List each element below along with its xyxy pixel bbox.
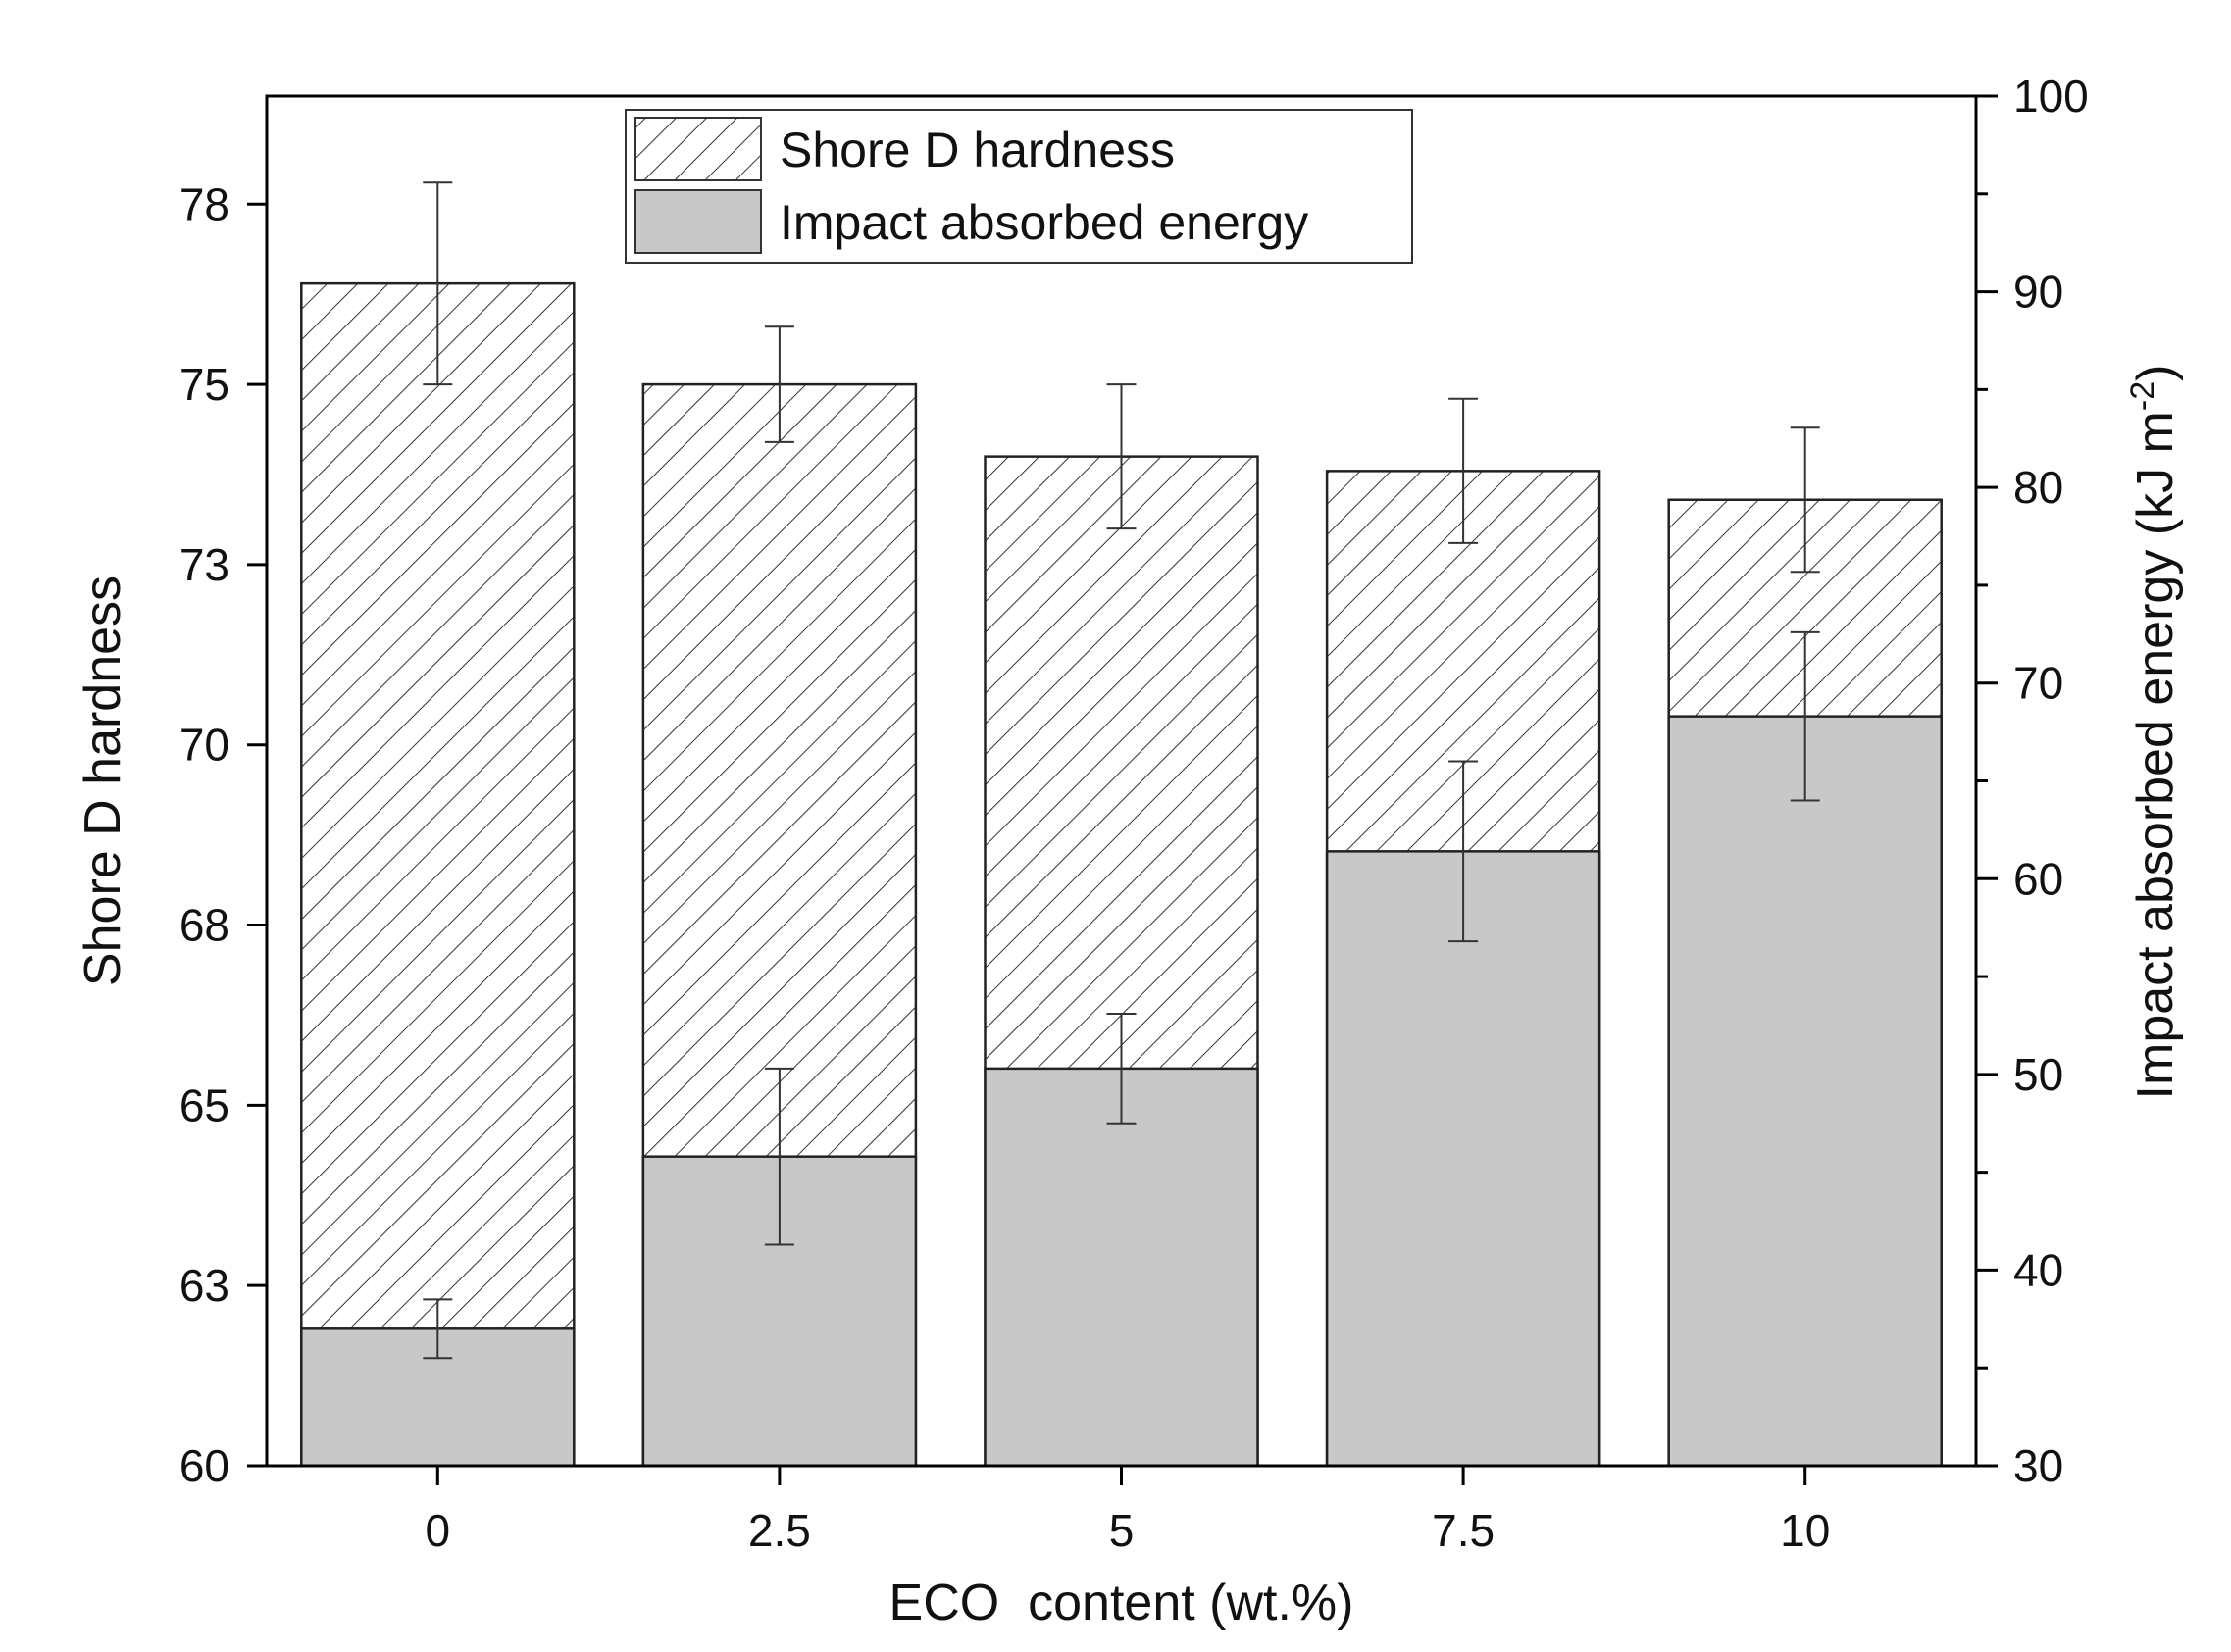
left-tick-label-3: 68 [179, 900, 229, 951]
x-tick-label-0: 0 [426, 1505, 451, 1556]
left-tick-label-7: 78 [179, 178, 229, 229]
left-axis-title: Shore D hardness [75, 576, 131, 986]
right-tick-label-3: 60 [2013, 853, 2063, 904]
energy-bar-2 [984, 1067, 1259, 1468]
left-tick-label-0: 60 [179, 1440, 229, 1491]
x-tick-label-4: 10 [1780, 1505, 1830, 1556]
left-tick-label-6: 75 [179, 359, 229, 410]
x-tick-label-3: 7.5 [1432, 1505, 1495, 1556]
right-tick-label-0: 30 [2013, 1440, 2063, 1491]
left-axis: 60 63 65 68 70 73 75 78 [179, 178, 267, 1491]
left-tick-label-2: 65 [179, 1079, 229, 1130]
right-tick-label-6: 90 [2013, 267, 2063, 318]
right-tick-label-4: 70 [2013, 658, 2063, 709]
energy-bar-3 [1325, 850, 1601, 1468]
legend: Shore D hardness Impact absorbed energy [625, 109, 1413, 264]
right-tick-label-7: 100 [2013, 71, 2089, 122]
left-tick-label-1: 63 [179, 1260, 229, 1311]
legend-swatch-energy [634, 189, 762, 254]
x-axis: 0 2.5 5 7.5 10 [426, 1466, 1830, 1556]
right-axis-title-main: Impact absorbed energy (kJ m [2127, 411, 2184, 1099]
error-bars [423, 181, 1820, 1360]
x-tick-label-2: 5 [1109, 1505, 1135, 1556]
hardness-bar-0 [300, 281, 576, 1468]
right-tick-label-1: 40 [2013, 1244, 2063, 1295]
left-tick-label-4: 70 [179, 720, 229, 771]
energy-bar-4 [1667, 715, 1943, 1468]
legend-label-hardness: Shore D hardness [780, 123, 1175, 177]
left-tick-label-5: 73 [179, 539, 229, 590]
x-axis-title: ECO content (wt.%) [889, 1575, 1354, 1631]
x-tick-label-1: 2.5 [748, 1505, 811, 1556]
right-axis: 30 40 50 60 70 80 90 100 [1976, 71, 2089, 1491]
right-axis-title-sup: -2 [2124, 381, 2161, 411]
right-axis-title: Impact absorbed energy (kJ m-2) [2124, 365, 2184, 1100]
right-axis-title-close: ) [2127, 365, 2184, 381]
right-tick-label-5: 80 [2013, 462, 2063, 513]
legend-swatch-hardness [634, 117, 762, 181]
right-tick-label-2: 50 [2013, 1049, 2063, 1100]
legend-label-energy: Impact absorbed energy [780, 195, 1308, 250]
